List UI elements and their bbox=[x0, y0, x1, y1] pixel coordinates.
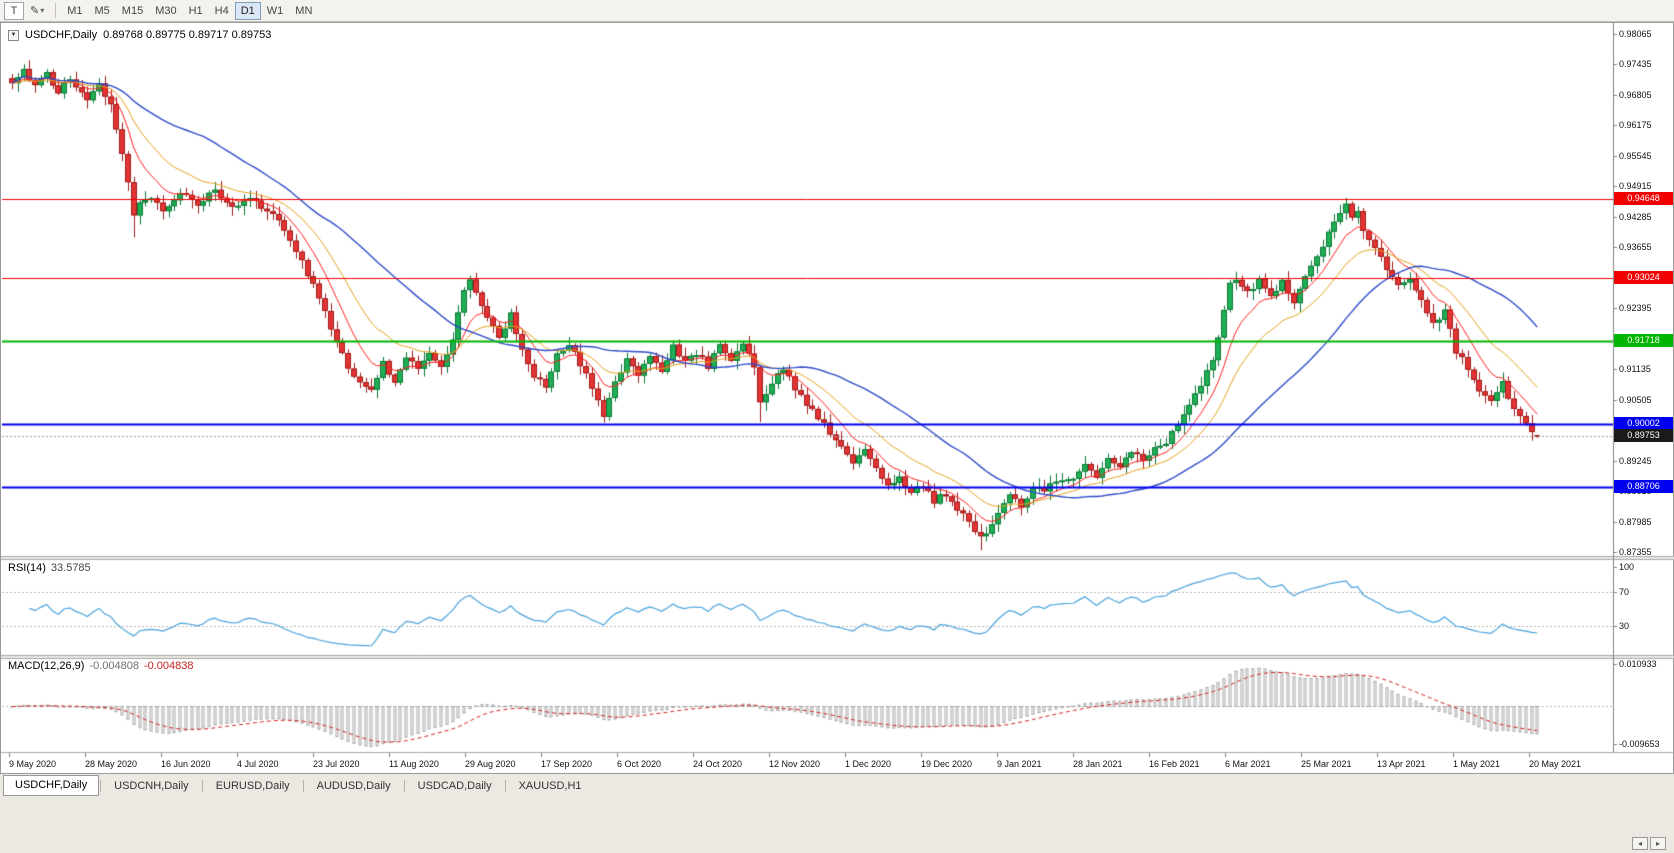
price-axis-label[interactable]: 0.96805 bbox=[1619, 89, 1652, 100]
tab-divider bbox=[201, 780, 203, 792]
chart-symbol-period: USDCHF,Daily bbox=[25, 29, 98, 41]
date-label[interactable]: 6 Mar 2021 bbox=[1225, 759, 1271, 769]
macd-signal-value: -0.004838 bbox=[143, 660, 194, 672]
price-axis-label[interactable]: 0.97435 bbox=[1619, 59, 1652, 70]
tab-divider bbox=[100, 780, 102, 792]
rsi-name: RSI(14) bbox=[8, 562, 46, 574]
tab-usdcad-daily[interactable]: USDCAD,Daily bbox=[417, 780, 492, 792]
price-axis-label[interactable]: 0.95545 bbox=[1619, 150, 1652, 161]
pencil-icon: ✎ bbox=[30, 5, 40, 17]
date-label[interactable]: 12 Nov 2020 bbox=[769, 759, 821, 769]
tab-divider bbox=[504, 780, 506, 792]
date-label[interactable]: 9 May 2020 bbox=[9, 759, 57, 769]
timeframe-m30[interactable]: M30 bbox=[155, 4, 177, 17]
timeframe-mn[interactable]: MN bbox=[295, 4, 313, 17]
chart-ohlc-values: 0.89768 0.89775 0.89717 0.89753 bbox=[103, 29, 272, 41]
date-label[interactable]: 1 Dec 2020 bbox=[845, 759, 892, 769]
timeframe-d1[interactable]: D1 bbox=[234, 1, 261, 20]
bottom-scroll-strip: ◂ ▸ bbox=[0, 796, 1674, 853]
price-axis-label[interactable]: 0.98065 bbox=[1619, 29, 1652, 39]
tab-usdchf-daily[interactable]: USDCHF,Daily bbox=[3, 775, 100, 796]
collapse-ohlc-icon[interactable]: ▼ bbox=[8, 29, 19, 41]
date-label[interactable]: 11 Aug 2020 bbox=[389, 759, 439, 769]
timeframe-h1[interactable]: H1 bbox=[188, 4, 203, 17]
chart-title: ▼ USDCHF,Daily 0.89768 0.89775 0.89717 0… bbox=[8, 29, 271, 41]
rsi-value: 33.5785 bbox=[50, 562, 91, 574]
scroll-right-icon: ▸ bbox=[1655, 839, 1660, 848]
price-axis-label[interactable]: 0.90505 bbox=[1619, 394, 1652, 405]
price-level-tag: 0.88706 bbox=[1614, 480, 1673, 493]
tab-usdcnh-daily[interactable]: USDCNH,Daily bbox=[114, 780, 189, 792]
macd-axis-label[interactable]: 0.010933 bbox=[1619, 659, 1657, 669]
rsi-axis-label[interactable]: 70 bbox=[1619, 587, 1630, 598]
timeframe-buttons: M1 M5 M15 M30 H1 H4 D1 W1 MN bbox=[61, 1, 318, 20]
tab-divider bbox=[302, 780, 304, 792]
price-axis-label[interactable]: 0.93655 bbox=[1619, 242, 1652, 253]
date-label[interactable]: 23 Jul 2020 bbox=[313, 759, 360, 769]
date-label[interactable]: 24 Oct 2020 bbox=[693, 759, 743, 769]
tab-divider bbox=[403, 780, 405, 792]
chart-tabs: USDCHF,Daily USDCNH,Daily EURUSD,Daily AUDU… bbox=[0, 774, 1674, 796]
date-label[interactable]: 9 Jan 2021 bbox=[997, 759, 1042, 769]
price-axis-label[interactable]: 0.96175 bbox=[1619, 120, 1652, 131]
date-label[interactable]: 19 Dec 2020 bbox=[921, 759, 973, 769]
toolbar: T ✎ ▾ M1 M5 M15 M30 H1 H4 D1 W1 MN bbox=[0, 0, 1674, 22]
timeframe-m15[interactable]: M15 bbox=[121, 4, 144, 17]
date-label[interactable]: 4 Jul 2020 bbox=[237, 759, 279, 769]
date-label[interactable]: 20 May 2021 bbox=[1529, 759, 1582, 769]
timeframe-m5[interactable]: M5 bbox=[94, 4, 110, 17]
rsi-label: RSI(14) 33.5785 bbox=[8, 562, 91, 574]
bid-price-tag: 0.89753 bbox=[1614, 429, 1673, 442]
text-tool-button[interactable]: T bbox=[4, 1, 24, 20]
date-label[interactable]: 17 Sep 2020 bbox=[541, 759, 593, 769]
macd-main-value: -0.004808 bbox=[89, 660, 139, 672]
price-axis-label[interactable]: 0.94285 bbox=[1619, 211, 1652, 222]
date-label[interactable]: 16 Feb 2021 bbox=[1149, 759, 1200, 769]
price-chart-canvas[interactable] bbox=[1, 23, 1674, 775]
timeframe-h4[interactable]: H4 bbox=[214, 4, 229, 17]
scroll-right-button[interactable]: ▸ bbox=[1650, 837, 1666, 850]
macd-axis-label[interactable]: -0.009653 bbox=[1619, 739, 1660, 749]
date-label[interactable]: 25 Mar 2021 bbox=[1301, 759, 1352, 769]
chart-area: ▼ USDCHF,Daily 0.89768 0.89775 0.89717 0… bbox=[0, 22, 1674, 775]
tab-audusd-daily[interactable]: AUDUSD,Daily bbox=[316, 780, 391, 792]
timeframe-m1[interactable]: M1 bbox=[67, 4, 83, 17]
price-level-tag: 0.90002 bbox=[1614, 417, 1673, 430]
macd-name: MACD(12,26,9) bbox=[8, 660, 85, 672]
price-axis-label[interactable]: 0.87985 bbox=[1619, 516, 1652, 527]
chevron-down-icon: ▾ bbox=[40, 6, 45, 15]
price-level-tag: 0.91718 bbox=[1614, 334, 1673, 347]
date-label[interactable]: 13 Apr 2021 bbox=[1377, 759, 1426, 769]
macd-label: MACD(12,26,9) -0.004808 -0.004838 bbox=[8, 660, 194, 672]
date-label[interactable]: 28 May 2020 bbox=[85, 759, 138, 769]
price-axis-label[interactable]: 0.92395 bbox=[1619, 303, 1652, 314]
price-axis-label[interactable]: 0.91135 bbox=[1619, 364, 1651, 375]
price-axis-label[interactable]: 0.94915 bbox=[1619, 181, 1652, 192]
price-level-tag: 0.94648 bbox=[1614, 192, 1673, 205]
tab-eurusd-daily[interactable]: EURUSD,Daily bbox=[215, 780, 290, 792]
scroll-left-button[interactable]: ◂ bbox=[1632, 837, 1648, 850]
price-axis-label[interactable]: 0.87355 bbox=[1619, 547, 1652, 557]
toolbar-divider bbox=[55, 3, 57, 18]
draw-tool-button[interactable]: ✎ ▾ bbox=[24, 2, 50, 20]
date-label[interactable]: 1 May 2021 bbox=[1453, 759, 1501, 769]
date-label[interactable]: 29 Aug 2020 bbox=[465, 759, 516, 769]
timeframe-w1[interactable]: W1 bbox=[266, 4, 284, 17]
date-label[interactable]: 6 Oct 2020 bbox=[617, 759, 662, 769]
rsi-axis-label[interactable]: 30 bbox=[1619, 620, 1630, 631]
date-label[interactable]: 16 Jun 2020 bbox=[161, 759, 211, 769]
price-axis-label[interactable]: 0.89245 bbox=[1619, 455, 1652, 466]
scroll-left-icon: ◂ bbox=[1637, 839, 1642, 848]
date-label[interactable]: 28 Jan 2021 bbox=[1073, 759, 1123, 769]
tab-xauusd-h1[interactable]: XAUUSD,H1 bbox=[518, 780, 582, 792]
price-level-tag: 0.93024 bbox=[1614, 271, 1673, 284]
rsi-axis-label[interactable]: 100 bbox=[1619, 562, 1635, 572]
